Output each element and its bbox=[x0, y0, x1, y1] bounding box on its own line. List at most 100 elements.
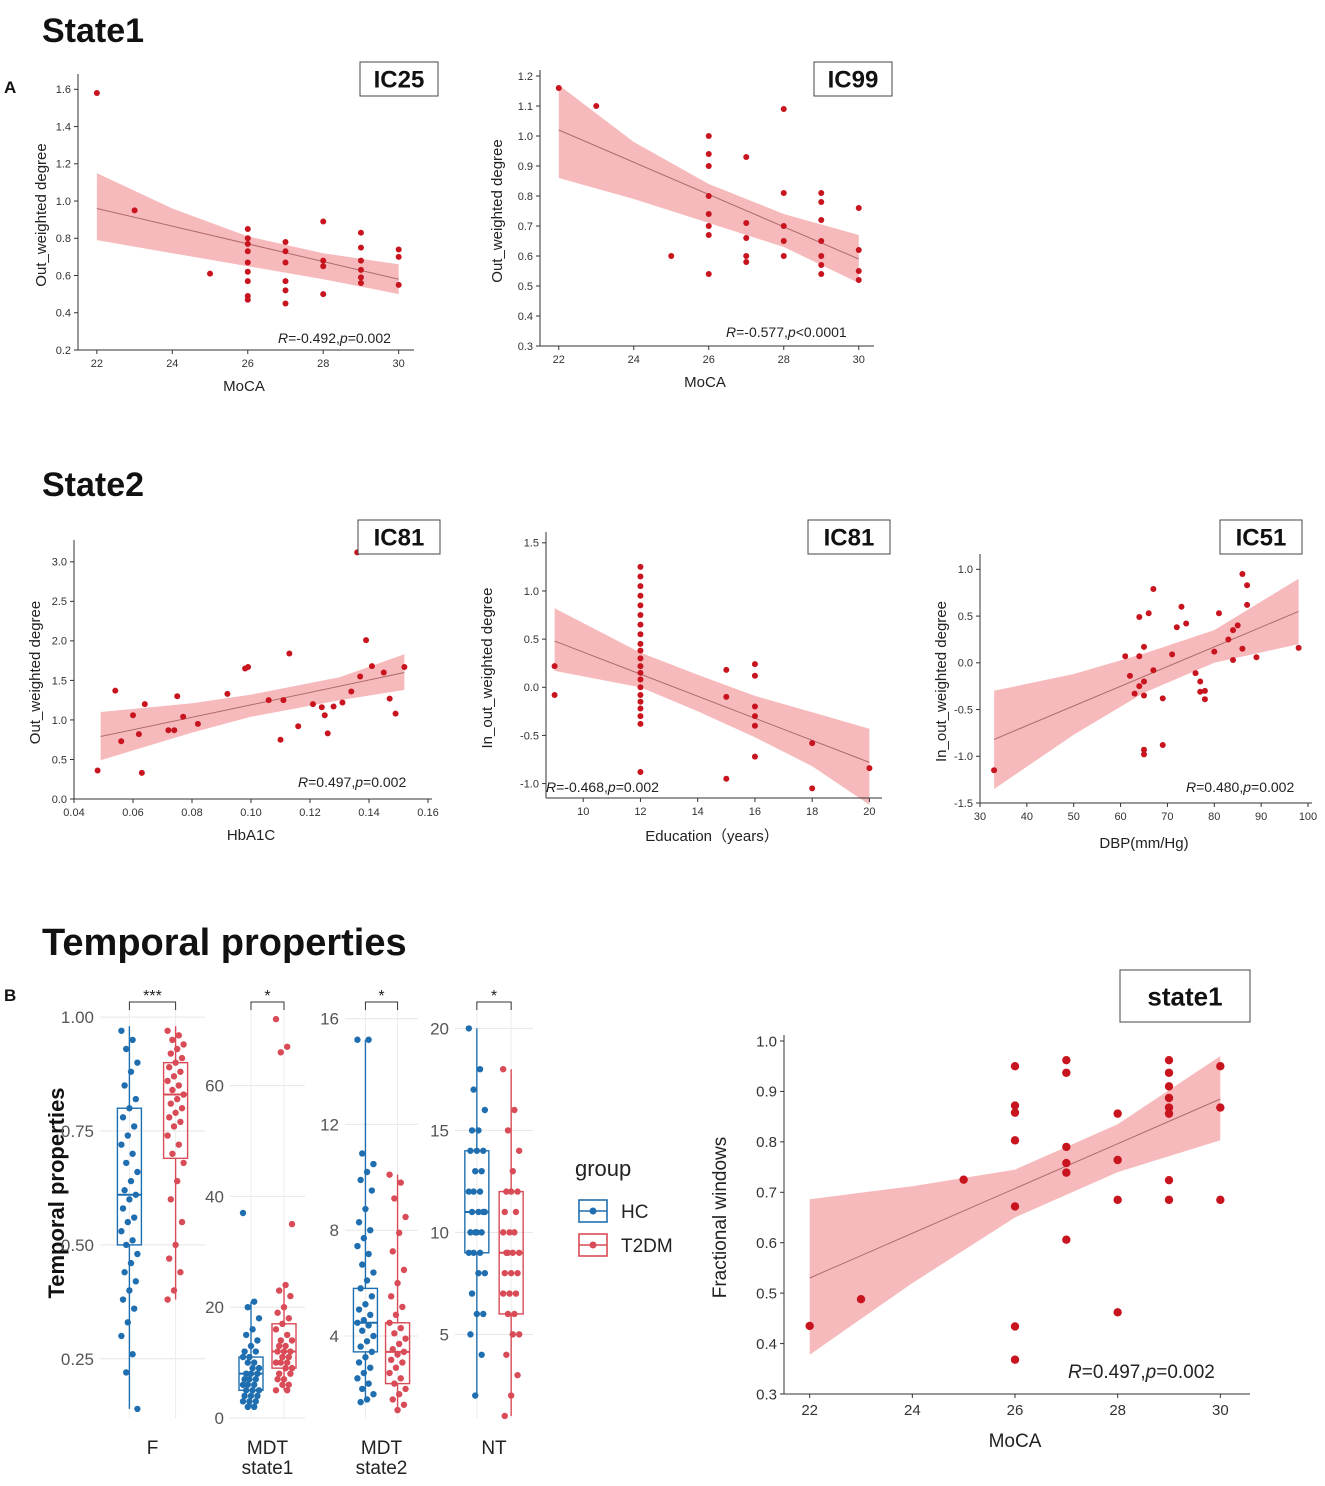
t2dm-point bbox=[164, 1027, 171, 1034]
hc-point bbox=[126, 1287, 133, 1294]
t2dm-point bbox=[282, 1342, 289, 1350]
t2dm-point bbox=[166, 1114, 173, 1121]
hc-point bbox=[241, 1376, 248, 1383]
hc-point bbox=[124, 1132, 131, 1139]
data-point bbox=[1141, 751, 1147, 758]
data-point bbox=[705, 163, 712, 169]
box-y-tick-label: 1.00 bbox=[61, 1008, 94, 1027]
t2dm-point bbox=[174, 1095, 181, 1103]
x-tick-label: 10 bbox=[577, 806, 589, 818]
hc-point bbox=[252, 1348, 259, 1355]
hc-point bbox=[363, 1277, 371, 1284]
hc-point bbox=[118, 1228, 125, 1235]
hc-point bbox=[476, 1249, 484, 1256]
component-tag: state1 bbox=[1147, 981, 1222, 1011]
data-point bbox=[637, 698, 644, 705]
box-y-tick-label: 10 bbox=[430, 1223, 449, 1242]
t2dm-point bbox=[178, 1218, 186, 1226]
hc-point bbox=[129, 1351, 136, 1358]
data-point bbox=[1211, 648, 1218, 655]
hc-point bbox=[368, 1348, 376, 1356]
hc-point bbox=[470, 1086, 477, 1093]
hc-point bbox=[478, 1229, 485, 1236]
legend-swatch-dot bbox=[589, 1241, 597, 1249]
data-point bbox=[637, 713, 644, 720]
t2dm-point bbox=[507, 1392, 515, 1399]
data-point bbox=[637, 647, 644, 654]
significance-stars: * bbox=[491, 988, 497, 1005]
hc-point bbox=[251, 1381, 258, 1388]
box-y-tick-label: 5 bbox=[440, 1325, 449, 1344]
t2dm-point bbox=[177, 1068, 184, 1075]
x-tick-label: 90 bbox=[1255, 811, 1267, 823]
t2dm-point bbox=[394, 1351, 401, 1358]
x-tick-label: 0.10 bbox=[240, 807, 261, 819]
data-point bbox=[1062, 1158, 1071, 1168]
legend-label: HC bbox=[621, 1202, 648, 1223]
y-tick-label: 0.4 bbox=[56, 308, 71, 320]
data-point bbox=[93, 90, 100, 97]
t2dm-point bbox=[279, 1381, 286, 1388]
box-category-label: F bbox=[147, 1438, 159, 1459]
t2dm-point bbox=[287, 1370, 294, 1377]
t2dm-point bbox=[499, 1290, 507, 1297]
data-point bbox=[637, 573, 644, 580]
data-point bbox=[357, 279, 364, 286]
hc-point bbox=[468, 1290, 476, 1297]
box-y-tick-label: 20 bbox=[430, 1019, 449, 1038]
y-tick-label: 1.5 bbox=[52, 675, 67, 687]
data-point bbox=[320, 263, 327, 270]
scatter-chart-ic25-state1: 0.2 0.4 0.6 0.8 1.0 1.2 1.4 1.6 22 24 26 28 30 MoCA Ou… bbox=[33, 61, 439, 395]
data-point bbox=[1253, 654, 1260, 661]
hc-point bbox=[480, 1310, 487, 1318]
significance-stars: * bbox=[378, 988, 384, 1005]
box-y-tick-label: 0.75 bbox=[61, 1122, 94, 1141]
data-point bbox=[1183, 620, 1190, 627]
t2dm-point bbox=[169, 1036, 176, 1044]
y-axis-label: In_out_weighted degree bbox=[479, 588, 496, 749]
t2dm-point bbox=[503, 1249, 510, 1256]
data-point bbox=[320, 291, 327, 298]
hc-point bbox=[473, 1147, 481, 1154]
box-category-label: MDT bbox=[361, 1438, 403, 1459]
hc-point bbox=[243, 1331, 250, 1339]
data-point bbox=[1150, 585, 1157, 592]
hc-point bbox=[475, 1127, 482, 1134]
y-tick-label: 0.3 bbox=[756, 1386, 777, 1403]
box-y-tick-label: 16 bbox=[320, 1010, 339, 1029]
t2dm-point bbox=[274, 1348, 281, 1355]
x-tick-label: 26 bbox=[703, 354, 715, 366]
x-tick-label: 0.06 bbox=[122, 807, 143, 819]
x-tick-label: 22 bbox=[553, 354, 565, 366]
data-point bbox=[401, 663, 408, 670]
hc-point bbox=[246, 1353, 253, 1361]
significance-bracket bbox=[364, 1001, 399, 1010]
y-tick-label: 1.0 bbox=[56, 196, 71, 208]
x-axis-label: DBP(mm/Hg) bbox=[1099, 835, 1188, 852]
data-point bbox=[1010, 1108, 1020, 1117]
component-tag: IC99 bbox=[828, 67, 879, 94]
t2dm-point bbox=[172, 1059, 179, 1066]
box-y-tick-label: 0 bbox=[215, 1409, 224, 1428]
data-point bbox=[363, 637, 370, 644]
y-tick-label: 0.5 bbox=[958, 611, 973, 623]
hc-point bbox=[123, 1241, 130, 1249]
t2dm-point bbox=[389, 1396, 396, 1403]
hc-point bbox=[124, 1319, 131, 1326]
legend-label: T2DM bbox=[621, 1236, 673, 1257]
data-point bbox=[818, 262, 825, 268]
t2dm-point bbox=[274, 1309, 281, 1316]
t2dm-point bbox=[284, 1043, 291, 1050]
t2dm-point bbox=[167, 1196, 174, 1203]
y-tick-label: 0.8 bbox=[756, 1134, 777, 1151]
t2dm-point bbox=[512, 1208, 520, 1216]
hc-point bbox=[355, 1359, 363, 1366]
hc-point bbox=[254, 1392, 261, 1400]
y-tick-label: 0.8 bbox=[518, 191, 533, 203]
data-point bbox=[1010, 1202, 1020, 1211]
y-tick-label: 0.0 bbox=[958, 658, 973, 670]
t2dm-point bbox=[279, 1320, 286, 1328]
t2dm-point bbox=[507, 1269, 515, 1277]
t2dm-point bbox=[164, 1296, 171, 1303]
data-point bbox=[309, 701, 316, 708]
